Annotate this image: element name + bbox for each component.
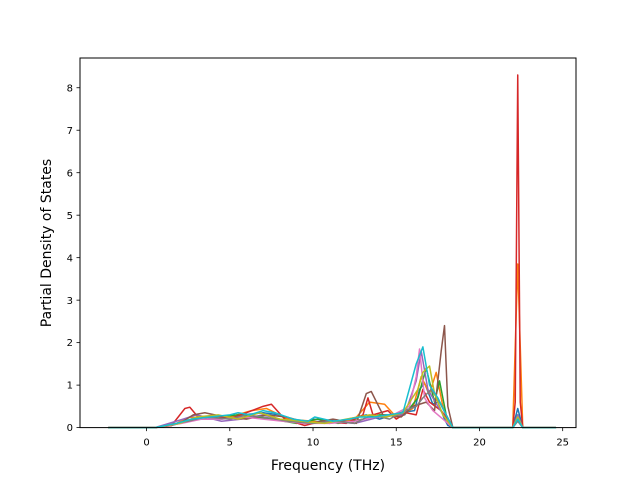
x-tick-label: 15	[390, 438, 403, 449]
x-tick-label: 5	[227, 438, 233, 449]
y-tick-label: 5	[67, 211, 73, 222]
series-line-10	[108, 346, 557, 429]
y-tick-label: 7	[67, 126, 73, 137]
series-line-6	[108, 324, 557, 429]
y-tick-label: 6	[67, 168, 73, 179]
x-tick-label: 20	[473, 438, 486, 449]
y-tick-label: 2	[67, 338, 73, 349]
x-tick-label: 10	[307, 438, 320, 449]
x-tick-label: 25	[556, 438, 569, 449]
series-layer	[108, 74, 557, 429]
y-axis: 0 1 2 3 4 5 6 7 8	[67, 83, 80, 434]
x-axis-label: Frequency (THz)	[271, 458, 385, 474]
y-tick-label: 1	[67, 381, 73, 392]
plot-frame	[79, 57, 577, 429]
x-tick-label: 0	[143, 438, 149, 449]
y-tick-label: 4	[67, 253, 73, 264]
y-axis-label: Partial Density of States	[39, 159, 55, 327]
y-tick-label: 3	[67, 296, 73, 307]
y-tick-label: 0	[67, 423, 73, 434]
x-axis: 0 5 10 15 20 25	[143, 427, 569, 449]
y-tick-label: 8	[67, 83, 73, 94]
